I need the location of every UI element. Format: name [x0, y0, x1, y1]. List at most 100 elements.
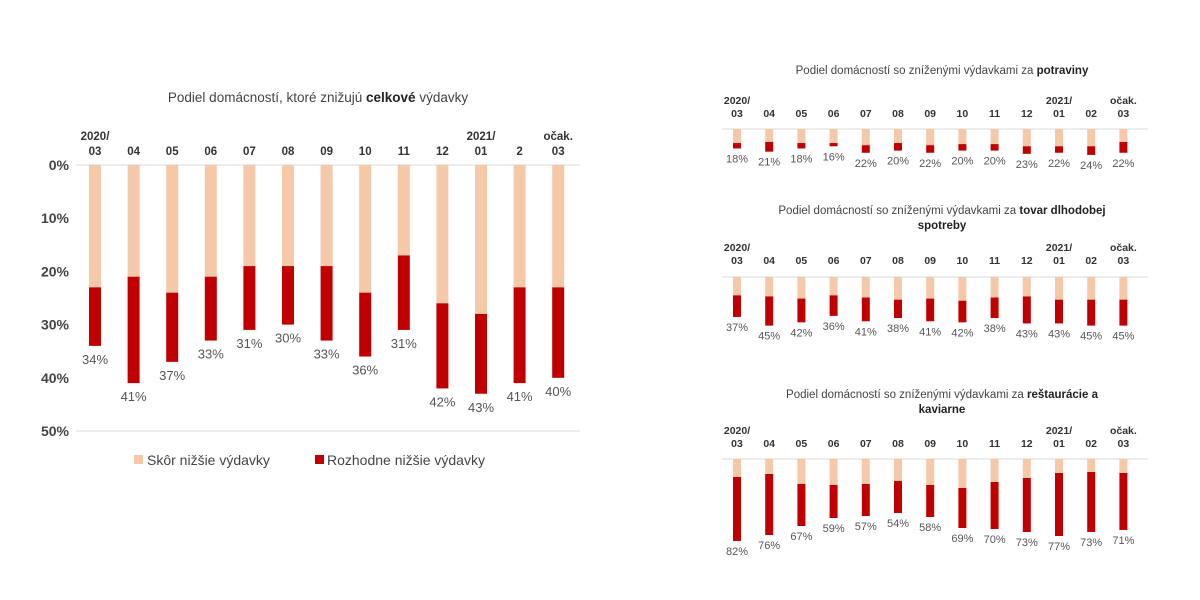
bar-rozhodne-nizsie — [829, 295, 838, 316]
bar-skor-nizsie — [1087, 277, 1096, 300]
bar-skor-nizsie — [926, 129, 935, 146]
category-label: 07 — [860, 108, 872, 120]
category-label: 12 — [1021, 438, 1033, 450]
category-label: 2 — [516, 146, 522, 158]
category-label: očak. — [1110, 242, 1137, 254]
bar-rozhodne-nizsie — [765, 141, 774, 152]
bar-skor-nizsie — [513, 165, 526, 288]
data-label: 31% — [236, 336, 262, 351]
category-label: 10 — [957, 438, 969, 450]
bar-rozhodne-nizsie — [1022, 296, 1031, 324]
category-label: 11 — [989, 438, 1000, 450]
category-label: 06 — [204, 146, 217, 158]
category-label: 01 — [1053, 255, 1065, 267]
data-label: 20% — [984, 156, 1006, 168]
category-label: 01 — [475, 146, 488, 158]
data-label: 58% — [919, 522, 941, 534]
chart-title: Podiel domácností so zníženými výdavkami… — [778, 205, 1105, 217]
bar-rozhodne-nizsie — [797, 143, 806, 149]
category-label: 06 — [828, 108, 840, 120]
bar-rozhodne-nizsie — [990, 482, 999, 529]
bar-skor-nizsie — [1119, 459, 1128, 473]
category-label: 07 — [243, 146, 256, 158]
bar-skor-nizsie — [1119, 129, 1128, 142]
bar-skor-nizsie — [733, 129, 741, 144]
category-label: 09 — [924, 255, 936, 267]
y-tick-label: 10% — [41, 210, 70, 226]
data-label: 38% — [984, 323, 1006, 335]
data-label: 41% — [855, 326, 877, 338]
category-label: 11 — [398, 146, 411, 158]
bar-rozhodne-nizsie — [958, 144, 967, 151]
category-label: 09 — [924, 108, 936, 120]
category-label: 2021/ — [467, 131, 497, 143]
chart-title-part: potraviny — [1037, 65, 1089, 77]
legend-label: Skôr nižšie výdavky — [147, 452, 270, 468]
bar-rozhodne-nizsie — [990, 297, 999, 319]
chart-title: Podiel domácností so zníženými výdavkami… — [786, 389, 1099, 401]
data-label: 54% — [887, 518, 909, 530]
bar-skor-nizsie — [797, 459, 806, 484]
category-label: 03 — [1118, 108, 1130, 120]
data-label: 22% — [855, 158, 877, 170]
bar-skor-nizsie — [926, 277, 935, 299]
bar-rozhodne-nizsie — [1087, 472, 1096, 532]
data-label: 37% — [159, 368, 185, 383]
bar-rozhodne-nizsie — [166, 292, 179, 362]
category-label: 2021/ — [1046, 425, 1072, 437]
data-label: 18% — [790, 153, 812, 165]
data-label: 33% — [198, 347, 224, 362]
bar-skor-nizsie — [436, 165, 449, 304]
category-label: 04 — [763, 438, 775, 450]
bar-rozhodne-nizsie — [733, 295, 741, 317]
chart-title-part: výdavky — [416, 90, 469, 105]
data-label: 77% — [1048, 541, 1070, 553]
category-label: 03 — [1118, 255, 1130, 267]
bar-skor-nizsie — [1055, 277, 1063, 300]
bar-rozhodne-nizsie — [1022, 478, 1031, 532]
bar-skor-nizsie — [861, 129, 870, 146]
data-label: 22% — [1048, 158, 1070, 170]
category-label: 2021/ — [1046, 95, 1072, 107]
chart-title-part: celkové — [366, 90, 416, 105]
legend-swatch-skor — [134, 455, 143, 464]
bar-rozhodne-nizsie — [1119, 141, 1128, 153]
chart-title-part: reštaurácie a — [1027, 389, 1099, 401]
bar-rozhodne-nizsie — [926, 145, 935, 153]
bar-skor-nizsie — [1022, 459, 1031, 478]
bar-rozhodne-nizsie — [1055, 146, 1063, 153]
data-label: 37% — [726, 322, 748, 334]
bar-rozhodne-nizsie — [359, 292, 372, 357]
category-label: 05 — [796, 108, 808, 120]
data-label: 24% — [1080, 160, 1102, 172]
category-label: 10 — [359, 146, 372, 158]
bar-skor-nizsie — [894, 277, 902, 300]
category-label: 03 — [731, 108, 743, 120]
category-label: 05 — [796, 438, 808, 450]
bar-skor-nizsie — [894, 459, 902, 481]
chart-title-part: tovar dlhodobej — [1019, 205, 1105, 217]
bar-rozhodne-nizsie — [958, 300, 967, 323]
category-label: 03 — [1118, 438, 1130, 450]
chart-title-part: kaviarne — [919, 404, 966, 416]
data-label: 36% — [352, 363, 378, 378]
data-label: 42% — [951, 327, 973, 339]
bar-skor-nizsie — [1055, 459, 1063, 473]
category-label: 02 — [1085, 255, 1097, 267]
bar-skor-nizsie — [1119, 277, 1128, 300]
data-label: 31% — [391, 336, 417, 351]
data-label: 69% — [951, 533, 973, 545]
bar-rozhodne-nizsie — [894, 481, 902, 513]
data-label: 20% — [951, 156, 973, 168]
chart-title-part: Podiel domácností so zníženými výdavkami… — [778, 205, 1019, 217]
bar-skor-nizsie — [243, 165, 256, 267]
bar-rozhodne-nizsie — [1055, 473, 1063, 536]
data-label: 59% — [823, 523, 845, 535]
bar-skor-nizsie — [282, 165, 294, 267]
bar-rozhodne-nizsie — [513, 287, 526, 384]
data-label: 38% — [887, 323, 909, 335]
bar-skor-nizsie — [797, 277, 806, 299]
category-label: 03 — [89, 146, 102, 158]
bar-skor-nizsie — [733, 459, 741, 477]
bar-rozhodne-nizsie — [926, 485, 935, 517]
